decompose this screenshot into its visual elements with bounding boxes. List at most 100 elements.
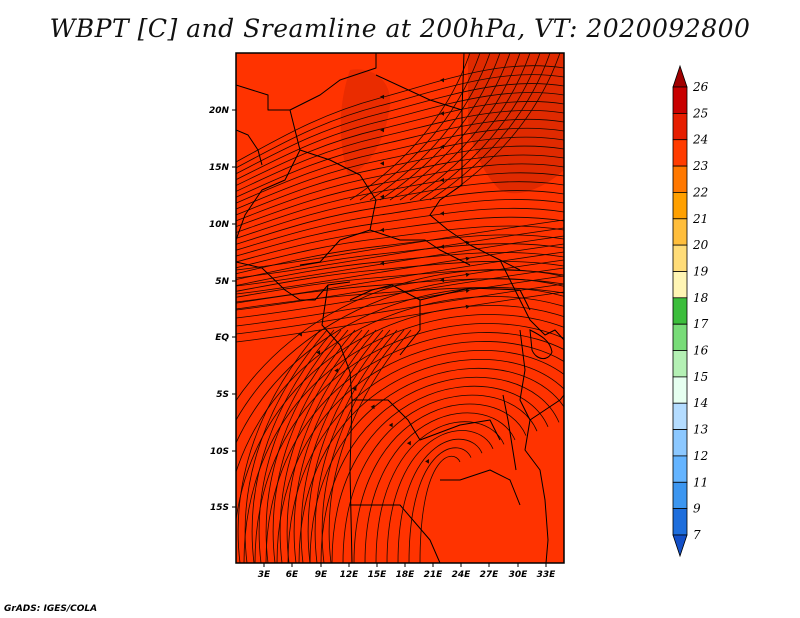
country-border xyxy=(440,469,521,506)
lon-label: 33E xyxy=(537,570,557,580)
streamline xyxy=(276,341,564,563)
lon-label: 3E xyxy=(258,570,271,580)
streamline xyxy=(342,394,538,563)
lat-label: EQ xyxy=(215,333,229,343)
streamline xyxy=(236,190,564,245)
lat-label: 5S xyxy=(216,390,229,400)
streamline xyxy=(236,267,564,319)
lat-label: 10N xyxy=(209,220,230,230)
streamline-arrow xyxy=(440,277,445,283)
country-border xyxy=(350,504,441,563)
colorbar-label: 24 xyxy=(692,133,708,147)
colorbar-label: 25 xyxy=(692,106,708,120)
colorbar-segment xyxy=(672,350,688,378)
colorbar-segment xyxy=(672,139,688,167)
streamline xyxy=(251,329,335,563)
streamline xyxy=(419,455,461,563)
colorbar-label: 11 xyxy=(693,475,708,489)
lon-label: 24E xyxy=(452,570,472,580)
streamline xyxy=(328,329,412,563)
streamline-arrow xyxy=(380,227,384,233)
country-border xyxy=(369,229,471,266)
streamline xyxy=(236,227,564,279)
lon-label: 9E xyxy=(315,570,328,580)
streamline xyxy=(236,118,564,198)
streamline xyxy=(244,329,328,563)
lat-label: 15S xyxy=(210,503,229,513)
streamline xyxy=(314,329,398,563)
streamline xyxy=(408,447,472,563)
colorbar-label: 26 xyxy=(692,80,709,94)
streamline xyxy=(236,127,564,204)
streamline xyxy=(236,136,564,210)
lat-label: 5N xyxy=(215,277,229,287)
colorbar: 26 25 24 23 22 21 20 19 18 17 16 15 14 13 12 11 9 7 xyxy=(672,64,709,558)
colorbar-label: 22 xyxy=(692,185,708,199)
colorbar-label: 12 xyxy=(693,449,708,463)
plot-frame xyxy=(235,52,565,564)
lat-label: 20N xyxy=(209,106,230,116)
streamline xyxy=(236,305,564,525)
lake-victoria xyxy=(529,329,553,359)
colorbar-label: 17 xyxy=(693,317,709,331)
lat-label: 10S xyxy=(210,447,229,457)
colorbar-segment xyxy=(672,481,688,510)
streamline xyxy=(236,251,564,303)
streamline xyxy=(321,329,405,563)
colorbar-label: 16 xyxy=(693,344,709,358)
streamline xyxy=(349,53,471,201)
streamline-arrow xyxy=(440,144,444,149)
colorbar-label: 21 xyxy=(692,212,708,226)
streamline xyxy=(236,154,564,222)
streamline xyxy=(236,181,564,239)
streamline xyxy=(236,243,564,295)
streamline-arrow xyxy=(380,261,385,266)
colorbar-segment xyxy=(672,113,688,141)
streamline xyxy=(236,145,564,216)
lon-label: 18E xyxy=(396,570,416,580)
streamline xyxy=(265,332,564,563)
streamline xyxy=(236,235,564,287)
colorbar-top-arrow xyxy=(672,64,688,88)
streamline xyxy=(320,376,560,563)
streamline xyxy=(389,53,511,201)
lon-label: 6E xyxy=(286,570,299,580)
colorbar-segment xyxy=(672,323,688,352)
streamline xyxy=(236,199,564,251)
lon-label: 30E xyxy=(509,570,529,580)
streamline xyxy=(236,101,564,186)
colorbar-label: 20 xyxy=(692,238,709,252)
colorbar-label: 15 xyxy=(693,370,708,384)
country-border xyxy=(236,129,263,166)
colorbar-segment xyxy=(672,402,688,431)
streamline xyxy=(236,163,564,228)
streamline-arrow xyxy=(380,94,385,100)
colorbar-segment xyxy=(672,376,688,404)
colorbar-label: 7 xyxy=(693,528,701,542)
streamline xyxy=(236,269,564,298)
colorbar-segment xyxy=(672,297,688,325)
streamline xyxy=(236,216,564,263)
country-border xyxy=(321,284,353,401)
lon-label: 12E xyxy=(340,570,360,580)
streamline-arrow xyxy=(425,459,429,464)
colorbar-segment xyxy=(672,86,688,114)
streamline-arrow xyxy=(316,350,321,355)
streamline xyxy=(236,109,564,192)
colorbar-label: 23 xyxy=(692,159,709,173)
streamline xyxy=(331,385,549,563)
country-border xyxy=(419,287,531,311)
colorbar-label: 9 xyxy=(693,502,701,516)
streamline-arrow xyxy=(440,177,444,183)
colorbar-label: 19 xyxy=(693,265,709,279)
streamline xyxy=(272,329,356,563)
streamline xyxy=(236,243,564,280)
streamline-arrow xyxy=(465,272,470,277)
streamline xyxy=(236,92,564,180)
streamline xyxy=(236,219,564,271)
streamline-arrow xyxy=(380,127,385,133)
lon-label: 15E xyxy=(368,570,388,580)
streamline xyxy=(300,329,384,563)
streamline xyxy=(386,430,494,563)
streamline-arrow xyxy=(465,240,470,245)
